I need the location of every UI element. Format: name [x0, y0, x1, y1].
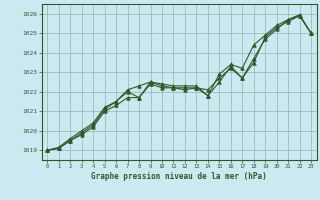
X-axis label: Graphe pression niveau de la mer (hPa): Graphe pression niveau de la mer (hPa)	[91, 172, 267, 181]
